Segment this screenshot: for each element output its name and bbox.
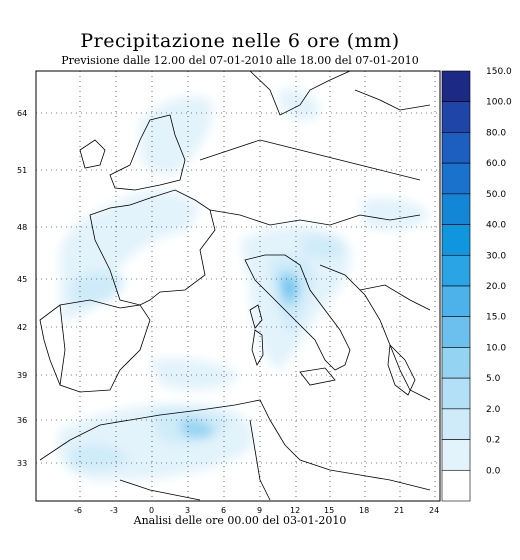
colorbar-swatch <box>441 224 471 256</box>
colorbar-label: 100.0 <box>486 98 512 108</box>
colorbar-swatch <box>441 193 471 225</box>
lon-label: 21 <box>394 506 404 515</box>
colorbar-swatch <box>441 132 471 164</box>
lon-label: 18 <box>359 506 369 515</box>
lat-label: 48 <box>17 223 27 232</box>
latitude-labels: 64 51 48 45 42 39 36 33 <box>17 109 27 468</box>
colorbar-label: 50.0 <box>486 190 506 200</box>
colorbar-swatch <box>441 162 471 195</box>
colorbar-label: 150.0 <box>486 67 512 77</box>
colorbar-swatch <box>441 469 471 502</box>
colorbar-label: 0.0 <box>486 466 501 476</box>
colorbar-swatch <box>441 347 471 379</box>
colorbar-swatch <box>441 285 471 318</box>
colorbar-label: 20.0 <box>486 282 506 292</box>
colorbar: 150.0 100.0 80.0 60.0 50.0 40.0 30.0 20.0 15.0 10… <box>441 67 512 502</box>
lon-label: 9 <box>257 506 262 515</box>
lat-label: 39 <box>17 371 27 380</box>
lon-label: 3 <box>185 506 190 515</box>
colorbar-swatch <box>441 439 471 471</box>
colorbar-swatch <box>441 254 471 287</box>
lat-label: 45 <box>17 275 27 284</box>
colorbar-swatch <box>441 101 471 133</box>
colorbar-label: 10.0 <box>486 343 506 353</box>
lon-label: -3 <box>110 506 118 515</box>
lon-label: 0 <box>149 506 154 515</box>
map-title: Precipitazione nelle 6 ore (mm) <box>80 30 400 52</box>
longitude-labels: -6 -3 0 3 6 9 12 15 18 21 24 <box>74 506 439 515</box>
colorbar-swatch <box>441 316 471 348</box>
lat-label: 51 <box>17 166 27 175</box>
colorbar-label: 5.0 <box>486 374 501 384</box>
colorbar-label: 40.0 <box>486 221 506 231</box>
lon-label: 24 <box>429 506 439 515</box>
lat-label: 33 <box>17 459 27 468</box>
colorbar-label: 2.0 <box>486 405 501 415</box>
coastlines <box>39 71 431 501</box>
colorbar-label: 30.0 <box>486 251 506 261</box>
lon-label: -6 <box>74 506 82 515</box>
map-area <box>36 71 440 501</box>
colorbar-label: 15.0 <box>486 313 506 323</box>
colorbar-label: 60.0 <box>486 159 506 169</box>
colorbar-swatch <box>441 377 471 410</box>
colorbar-swatch <box>441 70 471 103</box>
colorbar-label: 80.0 <box>486 128 506 138</box>
lat-label: 64 <box>17 109 27 118</box>
lon-label: 15 <box>324 506 334 515</box>
map-frame <box>35 70 441 502</box>
lat-label: 42 <box>17 323 27 332</box>
colorbar-label: 0.2 <box>486 436 500 446</box>
lat-label: 36 <box>17 416 27 425</box>
graticule <box>36 71 440 501</box>
lon-label: 12 <box>290 506 300 515</box>
map-subtitle: Previsione dalle 12.00 del 07-01-2010 al… <box>61 54 419 67</box>
lon-label: 6 <box>221 506 226 515</box>
analysis-footer: Analisi delle ore 00.00 del 03-01-2010 <box>133 514 347 527</box>
colorbar-swatch <box>441 408 471 440</box>
